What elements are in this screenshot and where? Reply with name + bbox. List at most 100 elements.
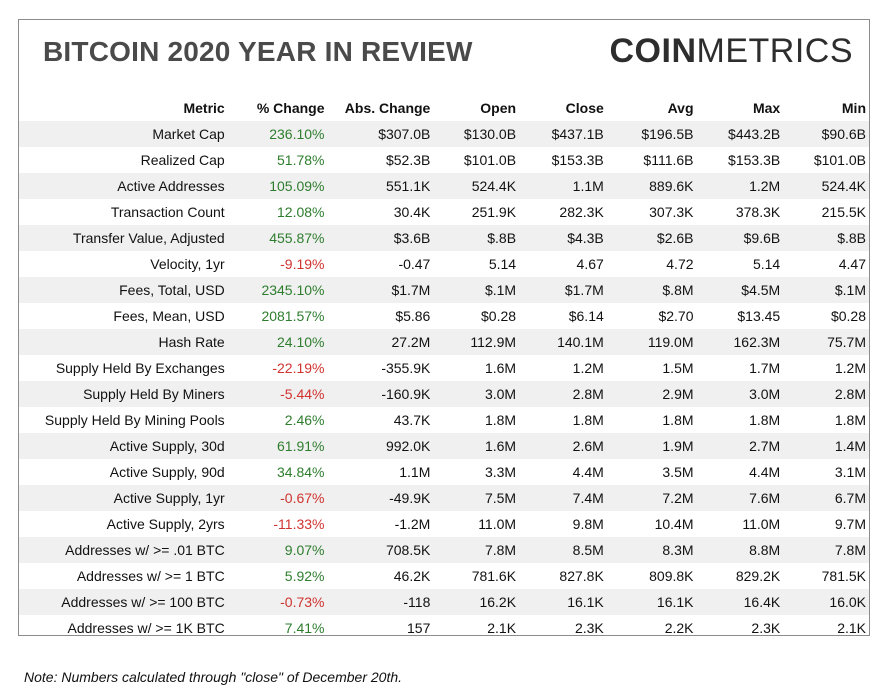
value-cell-max: $4.5M [693,277,781,303]
value-cell-open: 11.0M [478,516,517,532]
value-cell-change: -0.73% [224,589,325,615]
table-row: Active Supply, 90d 34.84% 1.1M 3.3M 4.4M 3.5M… [19,459,869,485]
value-cell-min: 781.5K [821,568,866,584]
value-cell-abs-change: $1.7M [324,277,431,303]
value-cell-min: 2.8M [780,381,869,407]
metric-name-cell: Supply Held By Exchanges [55,360,225,376]
value-cell-avg: 8.3M [603,537,694,563]
value-cell-change: 5.92% [284,568,325,584]
value-cell-open: 3.0M [430,381,517,407]
value-cell-change: -0.67% [224,485,325,511]
value-cell-close: 140.1M [516,329,604,355]
table-row: Velocity, 1yr -9.19% -0.47 5.14 4.67 4.72 5.14… [19,251,869,277]
value-cell-abs-change: $5.86 [395,308,431,324]
value-cell-max: 1.7M [749,360,781,376]
value-cell-max: $9.6B [693,225,781,251]
metric-name-cell: Active Addresses [19,173,225,199]
value-cell-close: 1.1M [516,173,604,199]
value-cell-max: 5.14 [752,256,781,272]
value-cell-min: $.8B [780,225,869,251]
table-row: Active Supply, 30d 61.91% 992.0K 1.6M 2.6M 1.… [19,433,869,459]
value-cell-open: 112.9M [430,329,517,355]
value-cell-open: $0.28 [481,308,517,324]
value-cell-min: 75.7M [780,329,869,355]
metric-name-cell: Active Supply, 2yrs [106,516,225,532]
value-cell-min: $101.0B [813,152,866,168]
value-cell-change: 2.46% [284,412,325,428]
column-header-change: % Change [256,99,325,116]
value-cell-min: 524.4K [780,173,869,199]
value-cell-abs-change: -0.47 [398,256,431,272]
value-cell-change: 61.91% [224,433,325,459]
value-cell-avg: 7.2M [603,485,694,511]
value-cell-min: $0.28 [830,308,866,324]
value-cell-avg: 2.2K [664,620,694,636]
value-cell-abs-change: 30.4K [393,204,431,220]
value-cell-change: -22.19% [272,360,325,376]
table-row: Active Supply, 1yr -0.67% -49.9K 7.5M 7.4M 7.… [19,485,869,511]
value-cell-avg: 889.6K [603,173,694,199]
value-cell-change: 24.10% [224,329,325,355]
table-row: Hash Rate 24.10% 27.2M 112.9M 140.1M 119.0M 16… [19,329,869,355]
value-cell-max: 378.3K [735,204,781,220]
value-cell-min: $.1M [780,277,869,303]
table-row: Supply Held By Mining Pools 2.46% 43.7K 1.8… [19,407,869,433]
value-cell-change: 51.78% [277,152,325,168]
table-row: Fees, Total, USD 2345.10% $1.7M $.1M $1.7M $.… [19,277,869,303]
table-row: Supply Held By Exchanges -22.19% -355.9K 1.… [19,355,869,381]
value-cell-open: 3.3M [484,464,517,480]
table-row: Realized Cap 51.78% $52.3B $101.0B $153.3B $1… [19,147,869,173]
value-cell-max: 2.7M [693,433,781,459]
value-cell-min: 1.4M [780,433,869,459]
value-cell-max: $13.45 [737,308,781,324]
value-cell-close: $6.14 [568,308,604,324]
table-row: Addresses w/ >= 1K BTC 7.41% 157 2.1K 2.3K 2.… [19,615,869,641]
table-row: Supply Held By Miners -5.44% -160.9K 3.0M 2.… [19,381,869,407]
value-cell-open: 2.1K [487,620,517,636]
column-header-open: Open [480,99,517,116]
value-cell-abs-change: 992.0K [324,433,431,459]
value-cell-avg: 2.9M [603,381,694,407]
value-cell-close: 8.5M [516,537,604,563]
value-cell-change: -11.33% [273,516,325,532]
value-cell-abs-change: $3.6B [324,225,431,251]
table-row: Market Cap 236.10% $307.0B $130.0B $437.1B $1… [19,121,869,147]
metric-name-cell: Fees, Total, USD [19,277,225,303]
value-cell-close: 2.6M [516,433,604,459]
value-cell-close: 2.3K [574,620,604,636]
value-cell-avg: 1.8M [662,412,694,428]
value-cell-max: 1.8M [749,412,781,428]
metric-name-cell: Realized Cap [140,152,225,168]
metric-name-cell: Transfer Value, Adjusted [19,225,225,251]
value-cell-open: $130.0B [430,121,517,147]
value-cell-abs-change: 27.2M [324,329,431,355]
value-cell-close: 9.8M [572,516,604,532]
value-cell-max: 4.4M [749,464,781,480]
column-header-close: Close [565,99,604,116]
value-cell-max: 1.2M [693,173,781,199]
value-cell-open: 781.6K [471,568,517,584]
value-cell-min: 16.0K [780,589,869,615]
value-cell-change: 7.41% [284,620,325,636]
logo-bold-text: COIN [609,32,697,70]
value-cell-close: 16.1K [516,589,604,615]
value-cell-max: 8.8M [693,537,781,563]
value-cell-min: 7.8M [780,537,869,563]
value-cell-avg: $2.70 [658,308,694,324]
value-cell-abs-change: 43.7K [393,412,431,428]
value-cell-max: 11.0M [742,516,781,532]
value-cell-abs-change: $52.3B [385,152,431,168]
table-row: Active Supply, 2yrs -11.33% -1.2M 11.0M 9.8M… [19,511,869,537]
metrics-table: Metric % Change Abs. Change Open Close Avg Max… [19,94,869,641]
value-cell-change: 2081.57% [261,308,325,324]
column-header-max: Max [752,99,781,116]
value-cell-min: 1.8M [834,412,866,428]
value-cell-change: 34.84% [277,464,325,480]
value-cell-max: 829.2K [735,568,781,584]
value-cell-avg: 10.4M [654,516,694,532]
value-cell-min: 6.7M [780,485,869,511]
column-header-min: Min [841,99,866,116]
value-cell-min: 3.1M [834,464,866,480]
table-row: Addresses w/ >= .01 BTC 9.07% 708.5K 7.8M 8.… [19,537,869,563]
value-cell-close: 7.4M [516,485,604,511]
